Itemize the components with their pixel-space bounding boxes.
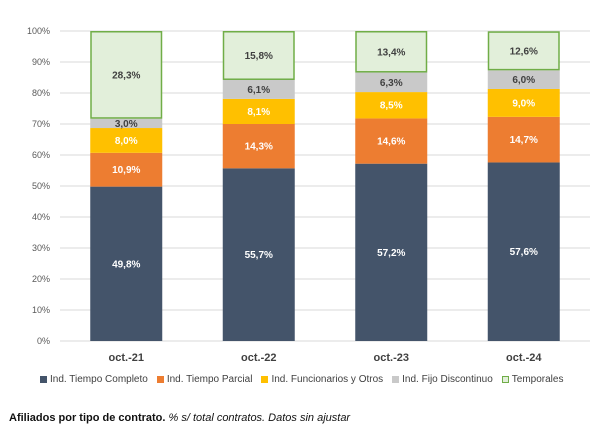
bar-segment (90, 118, 163, 129)
legend-swatch (261, 376, 269, 383)
bar-segment (222, 31, 295, 80)
data-label: 14,3% (245, 142, 273, 153)
bar-segment (222, 168, 295, 341)
bar-segment (90, 31, 163, 119)
legend-swatch (501, 376, 509, 383)
y-tick-label: 60% (32, 150, 50, 160)
x-category-label: oct.-22 (241, 352, 276, 364)
data-label: 28,3% (112, 70, 140, 81)
y-tick-label: 0% (37, 336, 50, 346)
data-label: 13,4% (377, 47, 405, 58)
y-tick-label: 50% (32, 181, 50, 191)
data-label: 6,3% (380, 78, 403, 89)
legend-swatch (392, 376, 400, 383)
y-tick-label: 80% (32, 88, 50, 98)
bar-segment (355, 163, 428, 341)
data-label: 3,0% (115, 119, 138, 130)
bar-segment (487, 31, 560, 71)
bar-segment (355, 31, 428, 73)
bar-segment (222, 98, 295, 124)
bar-segment (487, 70, 560, 89)
data-label: 8,0% (115, 136, 138, 147)
bar-segment (487, 116, 560, 163)
stacked-bar-chart: 0% 10% 20% 30% 40% 50% 60% 70% 80% 90% 100% 49,8% 10… (27, 26, 590, 364)
chart-caption: Afiliados por tipo de contrato. % s/ tot… (9, 412, 350, 424)
legend-item: Ind. Fijo Discontinuo (392, 374, 493, 385)
legend-label: Ind. Fijo Discontinuo (402, 374, 493, 385)
y-tick-label: 100% (27, 26, 50, 36)
data-label: 8,5% (380, 101, 403, 112)
chart-legend: Ind. Tiempo Completo Ind. Tiempo Parcial I… (40, 374, 563, 385)
y-tick-label: 10% (32, 305, 50, 315)
y-tick-label: 70% (32, 119, 50, 129)
data-label: 6,0% (512, 75, 535, 86)
bar-segment (487, 88, 560, 117)
data-label: 8,1% (247, 107, 270, 118)
data-label: 55,7% (245, 250, 273, 261)
data-label: 57,2% (377, 248, 405, 259)
legend-swatch (156, 376, 164, 383)
y-tick-label: 20% (32, 274, 50, 284)
bar-segment (222, 79, 295, 99)
legend-label: Ind. Funcionarios y Otros (271, 374, 384, 385)
legend-item: Ind. Tiempo Parcial (156, 374, 253, 385)
data-label: 10,9% (112, 165, 140, 176)
bar-segment (90, 128, 163, 153)
bar-segment (222, 124, 295, 169)
data-label: 57,6% (510, 247, 538, 258)
data-label: 9,0% (512, 98, 535, 109)
data-label: 6,1% (247, 85, 270, 96)
caption-title: Afiliados por tipo de contrato. (9, 412, 166, 424)
caption-subtitle: % s/ total contratos. Datos sin ajustar (168, 412, 351, 424)
legend-item: Ind. Funcionarios y Otros (261, 374, 383, 385)
bar-segment (487, 162, 560, 341)
data-label: 15,8% (245, 51, 273, 62)
bar-segment (90, 186, 163, 341)
data-label: 14,7% (510, 135, 538, 146)
y-tick-label: 30% (32, 243, 50, 253)
legend-item: Temporales (501, 374, 564, 385)
y-tick-label: 40% (32, 212, 50, 222)
y-tick-label: 90% (32, 57, 50, 67)
legend-label: Ind. Tiempo Completo (50, 374, 148, 385)
legend-item: Ind. Tiempo Completo (40, 374, 148, 385)
legend-label: Ind. Tiempo Parcial (166, 374, 253, 385)
data-label: 14,6% (377, 137, 405, 148)
data-label: 12,6% (510, 46, 538, 57)
data-label: 49,8% (112, 259, 140, 270)
x-category-label: oct.-23 (374, 352, 409, 364)
bar-segment (355, 72, 428, 93)
legend-label: Temporales (511, 374, 564, 385)
bar-segment (90, 152, 163, 187)
bar-segment (355, 92, 428, 119)
x-category-label: oct.-21 (109, 352, 144, 364)
bar-segment (355, 118, 428, 164)
x-category-label: oct.-24 (506, 352, 542, 364)
legend-swatch (40, 376, 47, 383)
